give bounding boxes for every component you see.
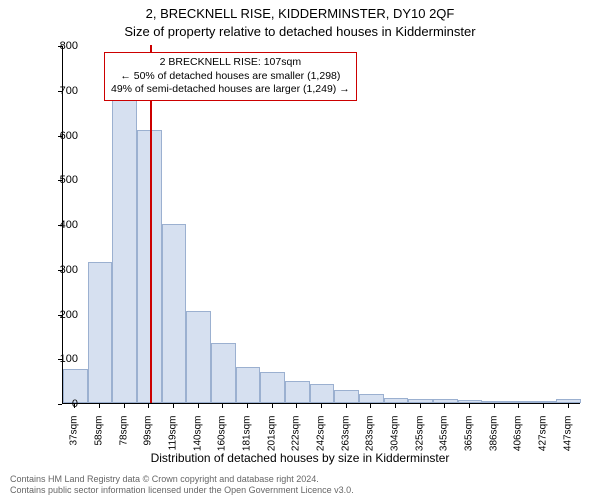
x-tick-label: 119sqm bbox=[168, 416, 179, 464]
x-tick-label: 263sqm bbox=[340, 416, 351, 464]
histogram-bar bbox=[310, 384, 335, 403]
x-tick-mark bbox=[148, 404, 149, 408]
x-tick-mark bbox=[346, 404, 347, 408]
x-tick-label: 427sqm bbox=[538, 416, 549, 464]
histogram-bar bbox=[112, 96, 137, 403]
y-tick-mark bbox=[58, 91, 62, 92]
histogram-bar bbox=[458, 400, 483, 403]
footer-line2: Contains public sector information licen… bbox=[10, 485, 354, 496]
x-tick-label: 304sqm bbox=[390, 416, 401, 464]
y-tick-mark bbox=[58, 46, 62, 47]
x-tick-mark bbox=[543, 404, 544, 408]
x-tick-mark bbox=[296, 404, 297, 408]
histogram-bar bbox=[408, 399, 433, 403]
x-tick-label: 201sqm bbox=[266, 416, 277, 464]
histogram-bar bbox=[507, 401, 532, 403]
x-tick-label: 99sqm bbox=[143, 416, 154, 464]
x-tick-mark bbox=[518, 404, 519, 408]
annotation-line3: 49% of semi-detached houses are larger (… bbox=[111, 83, 350, 97]
x-tick-mark bbox=[247, 404, 248, 408]
y-tick-mark bbox=[58, 359, 62, 360]
x-tick-mark bbox=[395, 404, 396, 408]
histogram-bar bbox=[285, 381, 310, 403]
x-tick-mark bbox=[272, 404, 273, 408]
footer-attribution: Contains HM Land Registry data © Crown c… bbox=[10, 474, 354, 497]
histogram-bar bbox=[88, 262, 113, 403]
x-tick-mark bbox=[124, 404, 125, 408]
x-tick-mark bbox=[420, 404, 421, 408]
histogram-bar bbox=[532, 401, 557, 403]
histogram-bar bbox=[384, 398, 409, 403]
x-tick-mark bbox=[198, 404, 199, 408]
histogram-bar bbox=[556, 399, 581, 403]
histogram-bar bbox=[186, 311, 211, 403]
x-tick-label: 181sqm bbox=[242, 416, 253, 464]
y-tick-mark bbox=[58, 270, 62, 271]
y-tick-mark bbox=[58, 136, 62, 137]
annotation-line2: ← 50% of detached houses are smaller (1,… bbox=[111, 70, 350, 84]
x-tick-label: 283sqm bbox=[365, 416, 376, 464]
histogram-bar bbox=[482, 401, 507, 403]
annotation-line1: 2 BRECKNELL RISE: 107sqm bbox=[111, 56, 350, 70]
x-tick-label: 345sqm bbox=[439, 416, 450, 464]
histogram-bar bbox=[334, 390, 359, 403]
x-tick-mark bbox=[222, 404, 223, 408]
x-tick-label: 447sqm bbox=[562, 416, 573, 464]
x-tick-label: 365sqm bbox=[464, 416, 475, 464]
x-tick-label: 58sqm bbox=[94, 416, 105, 464]
x-tick-label: 242sqm bbox=[316, 416, 327, 464]
x-tick-label: 160sqm bbox=[217, 416, 228, 464]
histogram-bar bbox=[433, 399, 458, 403]
chart-title-address: 2, BRECKNELL RISE, KIDDERMINSTER, DY10 2… bbox=[0, 6, 600, 21]
histogram-bar bbox=[162, 224, 187, 403]
x-tick-label: 140sqm bbox=[192, 416, 203, 464]
x-tick-label: 325sqm bbox=[414, 416, 425, 464]
histogram-bar bbox=[211, 343, 236, 403]
y-tick-mark bbox=[58, 225, 62, 226]
histogram-bar bbox=[236, 367, 261, 403]
y-tick-mark bbox=[58, 404, 62, 405]
x-tick-mark bbox=[370, 404, 371, 408]
x-tick-mark bbox=[469, 404, 470, 408]
x-tick-label: 78sqm bbox=[118, 416, 129, 464]
x-tick-label: 386sqm bbox=[488, 416, 499, 464]
x-tick-mark bbox=[173, 404, 174, 408]
x-tick-mark bbox=[74, 404, 75, 408]
x-tick-label: 37sqm bbox=[69, 416, 80, 464]
marker-annotation: 2 BRECKNELL RISE: 107sqm ← 50% of detach… bbox=[104, 52, 357, 101]
x-tick-mark bbox=[568, 404, 569, 408]
x-tick-label: 406sqm bbox=[513, 416, 524, 464]
y-tick-mark bbox=[58, 315, 62, 316]
x-tick-label: 222sqm bbox=[291, 416, 302, 464]
x-tick-mark bbox=[494, 404, 495, 408]
x-tick-mark bbox=[99, 404, 100, 408]
histogram-bar bbox=[260, 372, 285, 403]
x-tick-mark bbox=[444, 404, 445, 408]
footer-line1: Contains HM Land Registry data © Crown c… bbox=[10, 474, 354, 485]
chart-title-subtitle: Size of property relative to detached ho… bbox=[0, 24, 600, 39]
histogram-bar bbox=[359, 394, 384, 403]
y-tick-mark bbox=[58, 180, 62, 181]
x-tick-mark bbox=[321, 404, 322, 408]
